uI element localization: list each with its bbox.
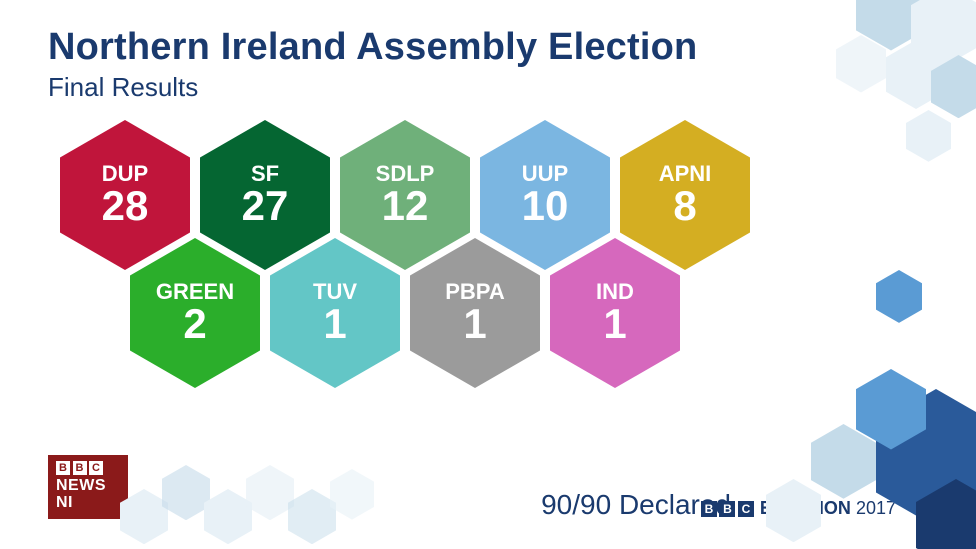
party-seats: 1: [603, 303, 626, 345]
deco-hex: [916, 479, 976, 549]
party-seats: 8: [673, 185, 696, 227]
bbc-logo-row: B B C: [701, 501, 754, 517]
bbc-news-line: NEWS: [56, 478, 120, 495]
deco-hex: [811, 424, 876, 499]
deco-hex-mid-right: [856, 260, 936, 340]
party-seats: 1: [323, 303, 346, 345]
party-hex-uup: UUP10: [480, 120, 610, 270]
election-word: ELECTION 2017: [760, 498, 896, 519]
bbc-letter: B: [719, 501, 735, 517]
page-subtitle: Final Results: [48, 72, 198, 103]
party-seats: 10: [522, 185, 569, 227]
party-hex-ind: IND1: [550, 238, 680, 388]
bbc-letter: C: [89, 461, 103, 475]
deco-hex: [931, 55, 976, 118]
party-hex-tuv: TUV1: [270, 238, 400, 388]
party-hex-sf: SF27: [200, 120, 330, 270]
deco-hex: [288, 489, 336, 544]
bbc-letter: B: [701, 501, 717, 517]
party-hex-sdlp: SDLP12: [340, 120, 470, 270]
deco-hex-cluster-top-right: [796, 0, 976, 180]
bbc-letter: C: [738, 501, 754, 517]
bbc-ni-line: NI: [56, 495, 120, 512]
party-seats: 28: [102, 185, 149, 227]
deco-hex: [911, 0, 976, 66]
party-hex-dup: DUP28: [60, 120, 190, 270]
bbc-logo-row: B B C: [56, 461, 120, 475]
party-seats: 2: [183, 303, 206, 345]
bbc-letter: B: [73, 461, 87, 475]
bbc-letter: B: [56, 461, 70, 475]
deco-hex: [836, 35, 886, 93]
election-mark: B B C ELECTION 2017: [701, 498, 896, 519]
party-hex-pbpa: PBPA1: [410, 238, 540, 388]
deco-hex: [886, 40, 946, 109]
party-hex-green: GREEN2: [130, 238, 260, 388]
deco-hex: [330, 469, 374, 520]
bbc-news-ni-badge: B B C NEWS NI: [48, 455, 128, 519]
election-infographic: { "title": "Northern Ireland Assembly El…: [0, 0, 976, 549]
deco-hex: [162, 465, 210, 520]
deco-hex: [906, 110, 951, 162]
page-title: Northern Ireland Assembly Election: [48, 26, 697, 69]
party-seats: 27: [242, 185, 289, 227]
deco-hex: [856, 0, 926, 51]
deco-hex-cluster-bottom-left: [120, 459, 380, 549]
deco-hex: [204, 489, 252, 544]
deco-hex: [856, 369, 926, 450]
party-seats: 12: [382, 185, 429, 227]
party-seats: 1: [463, 303, 486, 345]
deco-hex: [246, 465, 294, 520]
party-hex-apni: APNI8: [620, 120, 750, 270]
deco-hex: [876, 270, 922, 323]
